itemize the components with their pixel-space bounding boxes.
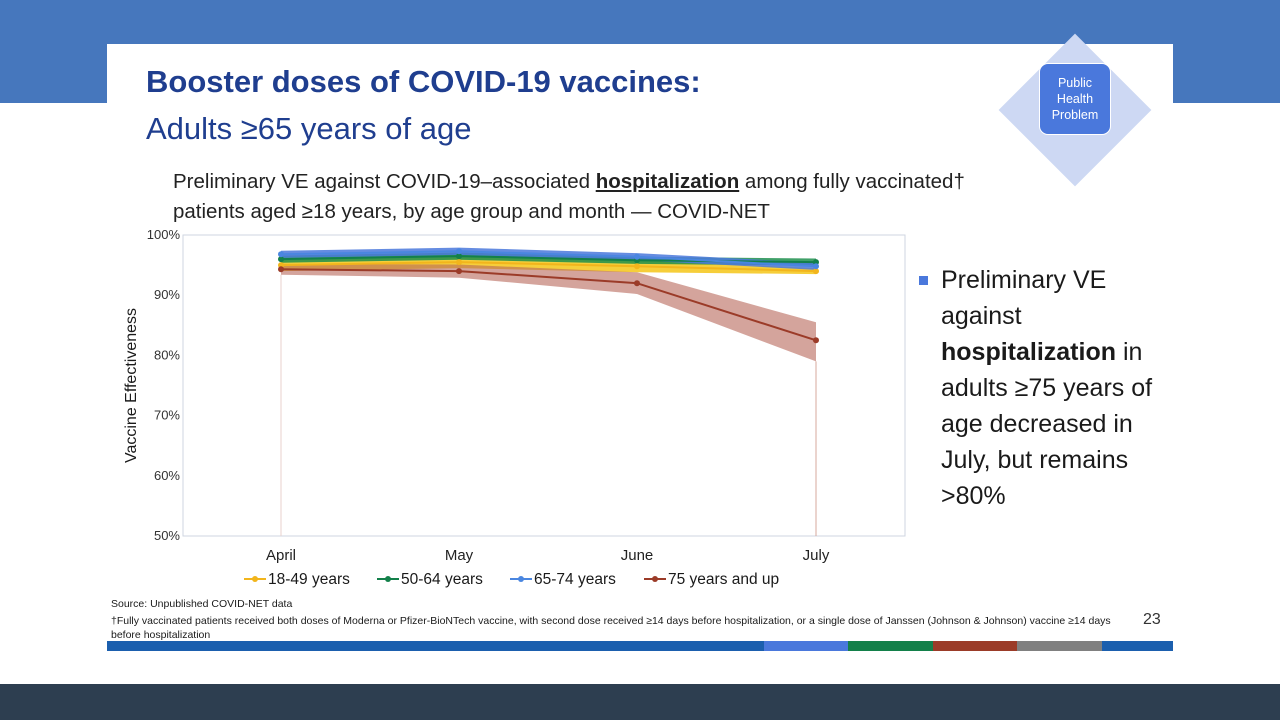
- chart-heading-part1: Preliminary VE against COVID-19–associat…: [173, 170, 596, 193]
- bottom-band: [0, 684, 1280, 720]
- y-tick-label: 90%: [154, 287, 180, 302]
- bullet-text-bold: hospitalization: [941, 338, 1116, 366]
- chart-heading-part2: among fully vaccinated† patients aged ≥1…: [173, 170, 965, 223]
- data-point-18-49-years: [634, 263, 640, 270]
- data-point-65-74-years: [634, 253, 640, 260]
- data-point-50-64-years: [278, 256, 284, 263]
- data-point-65-74-years: [278, 251, 284, 258]
- data-point-75-years-and-up: [456, 268, 462, 275]
- y-tick-label: 60%: [154, 468, 180, 483]
- footer-stripe-6: [1102, 641, 1173, 651]
- y-tick-label: 80%: [154, 347, 180, 362]
- x-tick-label: June: [621, 547, 654, 564]
- footer-stripe-5: [1017, 641, 1102, 651]
- data-point-75-years-and-up: [278, 266, 284, 273]
- legend-label: 18-49 years: [268, 571, 350, 588]
- series-line-18-49-years: [280, 261, 817, 273]
- bullet-text-after: in adults ≥75 years of age decreased in …: [941, 338, 1153, 510]
- chart-heading: Preliminary VE against COVID-19–associat…: [173, 167, 993, 227]
- legend-label: 75 years and up: [668, 571, 779, 588]
- legend-swatch-dot: [652, 576, 658, 582]
- public-health-badge: Public Health Problem: [998, 33, 1153, 188]
- footer-stripe-4: [933, 641, 1017, 651]
- data-point-75-years-and-up: [634, 280, 640, 287]
- badge-label: Public Health Problem: [1051, 76, 1099, 122]
- legend-swatch-dot: [518, 576, 524, 582]
- ci-band-65-74-years: [281, 247, 816, 270]
- data-point-50-64-years: [456, 253, 462, 260]
- x-tick-label: April: [266, 547, 296, 564]
- legend-swatch-dot: [252, 576, 258, 582]
- slide-subtitle: Adults ≥65 years of age: [146, 111, 472, 146]
- x-tick-label: May: [445, 547, 474, 564]
- slide-panel: Booster doses of COVID-19 vaccines: Adul…: [107, 33, 1173, 652]
- data-point-50-64-years: [813, 259, 819, 266]
- chart-heading-bold: hospitalization: [595, 170, 740, 193]
- data-point-65-74-years: [813, 263, 819, 270]
- legend-label: 50-64 years: [401, 571, 483, 588]
- data-point-18-49-years: [456, 259, 462, 266]
- y-tick-label: 100%: [147, 227, 181, 242]
- series-line-65-74-years: [280, 250, 817, 268]
- ve-line-chart: 50% 60% 70% 80% 90% 100% April May June July Vacci…: [123, 227, 906, 588]
- legend-label: 65-74 years: [534, 571, 616, 588]
- y-tick-label: 50%: [154, 528, 180, 543]
- page-number: 23: [1143, 611, 1161, 628]
- legend-swatch-dot: [385, 576, 391, 582]
- data-point-18-49-years: [278, 262, 284, 269]
- y-axis-title: Vaccine Effectiveness: [123, 308, 140, 463]
- badge-box: Public Health Problem: [1039, 63, 1111, 135]
- data-point-18-49-years: [813, 268, 819, 275]
- series-line-75-years-and-up: [280, 268, 817, 342]
- bullet-marker-icon: [919, 276, 928, 285]
- footer-stripe-3: [848, 641, 933, 651]
- source-note: Source: Unpublished COVID-NET data: [111, 598, 293, 610]
- bullet-text: Preliminary VE against hospitalization i…: [941, 262, 1163, 514]
- footnote: †Fully vaccinated patients received both…: [111, 615, 1111, 641]
- bullet-text-before: Preliminary VE against: [941, 266, 1107, 330]
- slide-title: Booster doses of COVID-19 vaccines:: [146, 64, 701, 99]
- x-tick-label: July: [803, 547, 830, 564]
- ci-band-75-years-and-up: [281, 263, 816, 362]
- footer-stripe-1: [107, 641, 764, 651]
- data-point-75-years-and-up: [813, 337, 819, 344]
- data-point-65-74-years: [456, 248, 462, 255]
- footer-stripe-2: [764, 641, 848, 651]
- y-tick-label: 70%: [154, 408, 180, 423]
